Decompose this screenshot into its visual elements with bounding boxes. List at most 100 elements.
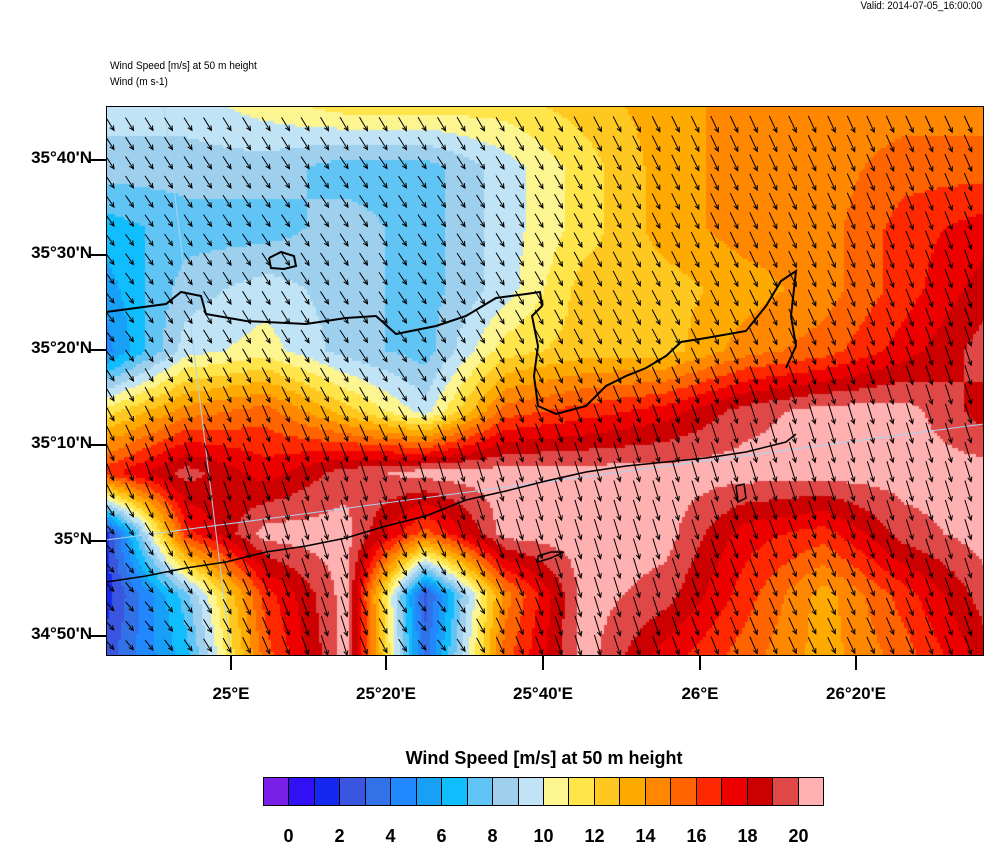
wind-arrow [866, 461, 875, 483]
wind-arrow [378, 156, 388, 170]
wind-arrow [866, 519, 875, 540]
wind-arrow [827, 346, 836, 366]
wind-arrow [183, 619, 193, 633]
wind-arrow [359, 349, 369, 363]
wind-arrow [242, 500, 251, 521]
wind-arrow [378, 424, 388, 442]
wind-arrow [749, 134, 758, 153]
wind-arrow [574, 538, 583, 560]
wind-arrow [866, 115, 875, 134]
wind-arrow [613, 461, 622, 483]
wind-arrow [476, 348, 486, 364]
wind-arrow [612, 135, 622, 152]
wind-arrow [963, 134, 973, 153]
wind-arrow [554, 635, 563, 656]
wind-arrow [944, 192, 953, 212]
wind-arrow [593, 480, 602, 502]
wind-arrow [164, 461, 173, 483]
island-east [537, 551, 565, 564]
wind-arrow [300, 214, 310, 228]
wind-arrow [261, 329, 271, 345]
wind-arrow [612, 289, 622, 307]
wind-arrow [320, 405, 329, 423]
wind-arrow [651, 154, 661, 172]
wind-arrow [476, 175, 486, 190]
field-title: Wind Speed [m/s] at 50 m height [110, 60, 257, 72]
wind-arrow [261, 271, 271, 286]
wind-arrow [808, 480, 817, 502]
wind-arrow [905, 577, 914, 598]
wind-arrow [554, 557, 563, 579]
wind-arrow [301, 499, 310, 522]
wind-arrow [710, 538, 719, 560]
wind-arrow [925, 345, 934, 367]
wind-arrow [203, 461, 212, 483]
wind-arrow [515, 385, 524, 404]
wind-arrow [593, 404, 602, 424]
plot-frame [106, 106, 984, 656]
wind-arrow [846, 598, 856, 616]
wind-arrow [476, 579, 485, 596]
wind-arrow [378, 598, 388, 615]
wind-arrow [281, 233, 291, 247]
wind-arrow [632, 116, 641, 133]
wind-arrow [339, 329, 349, 344]
wind-arrow [534, 404, 544, 424]
wind-arrow [905, 461, 914, 483]
wind-arrow [476, 461, 485, 483]
wind-arrow [710, 154, 719, 172]
wind-arrow [106, 214, 115, 228]
wind-arrow [652, 538, 661, 560]
wind-arrow [749, 500, 758, 521]
wind-arrow [944, 538, 953, 560]
wind-arrow [866, 539, 875, 559]
wind-arrow [573, 404, 583, 424]
wind-arrow [476, 116, 486, 132]
wind-arrow [340, 615, 349, 638]
wind-arrow [846, 617, 856, 635]
wind-arrow [223, 461, 232, 482]
wind-arrow [964, 230, 973, 251]
wind-arrow [203, 156, 213, 170]
lon-ticks [230, 656, 857, 670]
wind-arrow [535, 597, 544, 617]
wind-arrow [964, 441, 973, 464]
wind-arrow [613, 404, 622, 424]
wind-arrow [417, 424, 427, 442]
wind-arrow [573, 290, 583, 307]
wind-arrow [846, 327, 856, 347]
wind-arrow [242, 214, 252, 228]
wind-arrow [866, 308, 875, 327]
wind-arrow [729, 347, 739, 365]
wind-arrow [223, 500, 232, 521]
wind-arrow [496, 423, 505, 443]
wind-arrow [437, 233, 447, 247]
wind-arrow [807, 636, 817, 655]
wind-arrow [242, 481, 251, 502]
wind-arrow [242, 252, 252, 267]
wind-arrow [164, 405, 173, 423]
wind-arrow [535, 461, 544, 483]
wind-arrow [886, 422, 895, 445]
wind-arrow [769, 365, 778, 385]
wind-arrow [613, 499, 622, 522]
wind-arrow [710, 192, 719, 211]
wind-arrow [788, 134, 797, 153]
wind-arrow [964, 345, 973, 367]
wind-arrow [456, 386, 466, 403]
wind-arrow [788, 212, 797, 230]
wind-arrow [476, 559, 485, 578]
wind-arrow [808, 384, 817, 405]
wind-arrow [183, 252, 193, 267]
wind-arrow [495, 175, 505, 190]
wind-arrow [339, 156, 349, 170]
wind-arrow [710, 558, 719, 579]
wind-arrow [281, 175, 291, 189]
wind-arrow [281, 367, 290, 384]
wind-arrow [379, 461, 388, 483]
wind-arrow [417, 136, 427, 151]
wind-arrow [535, 558, 544, 579]
wind-arrow [125, 387, 135, 403]
wind-arrow [769, 480, 778, 502]
wind-arrow [964, 519, 973, 541]
